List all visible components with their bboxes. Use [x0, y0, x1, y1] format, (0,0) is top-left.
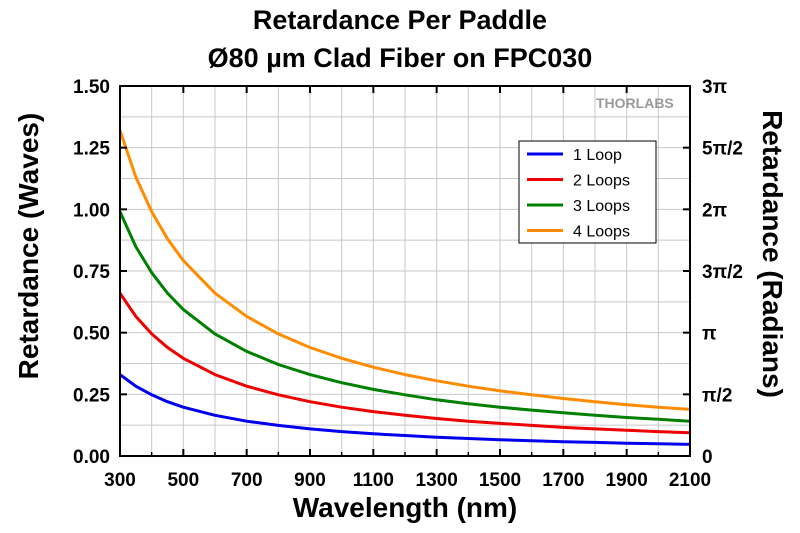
x-tick-label: 700: [231, 470, 263, 491]
legend: 1 Loop 2 Loops 3 Loops 4 Loops: [518, 140, 657, 244]
y-axis-label-right: Retardance (Radians): [757, 110, 788, 398]
x-tick-label: 900: [294, 470, 326, 491]
y-tick-label: 1.00: [73, 200, 110, 221]
thorlabs-logo: THORLABS: [596, 95, 674, 111]
series-line: [118, 211, 691, 423]
legend-label: 1 Loop: [573, 147, 622, 164]
y2-tick-label: π: [702, 324, 717, 345]
legend-label: 4 Loops: [573, 224, 630, 241]
x-tick-label: 500: [167, 470, 199, 491]
y-tick-label: 0.50: [73, 324, 110, 345]
series-line: [119, 373, 691, 446]
legend-label: 2 Loops: [573, 173, 630, 190]
legend-box: [518, 140, 657, 244]
y2-tick-label: 3π: [702, 77, 728, 98]
data-series: [118, 129, 691, 446]
y2-tick-label: 3π/2: [702, 262, 743, 283]
x-tick-label: 1900: [606, 470, 648, 491]
x-tick-label: 1100: [353, 470, 394, 491]
y2-tick-label: π/2: [702, 385, 732, 406]
y-tick-label: 1.50: [73, 77, 110, 98]
y2-tick-label: 5π/2: [702, 139, 743, 160]
y-tick-label: 1.25: [73, 139, 110, 160]
x-axis-label: Wavelength (nm): [292, 492, 518, 523]
x-tick-label: 1500: [479, 470, 521, 491]
x-tick-label: 300: [104, 470, 136, 491]
y-axis-label-left: Retardance (Waves): [13, 112, 44, 380]
chart-title: Retardance Per Paddle: [252, 5, 548, 35]
y-tick-label: 0.75: [73, 262, 110, 283]
y2-tick-label: 2π: [702, 200, 728, 221]
legend-label: 3 Loops: [573, 198, 630, 215]
series-line: [118, 129, 691, 411]
x-tick-label: 1700: [542, 470, 584, 491]
x-tick-label: 1300: [416, 470, 458, 491]
series-line: [118, 292, 691, 435]
chart-subtitle: Ø80 µm Clad Fiber on FPC030: [207, 43, 593, 73]
x-tick-label: 2100: [669, 470, 711, 491]
axis-ticks: 300 500 700 900 1100 1300 1500 1700 1900 2100 0.00…: [73, 77, 743, 491]
y-tick-label: 0.00: [73, 447, 110, 468]
y-tick-label: 0.25: [73, 385, 110, 406]
y2-tick-label: 0: [702, 447, 713, 468]
